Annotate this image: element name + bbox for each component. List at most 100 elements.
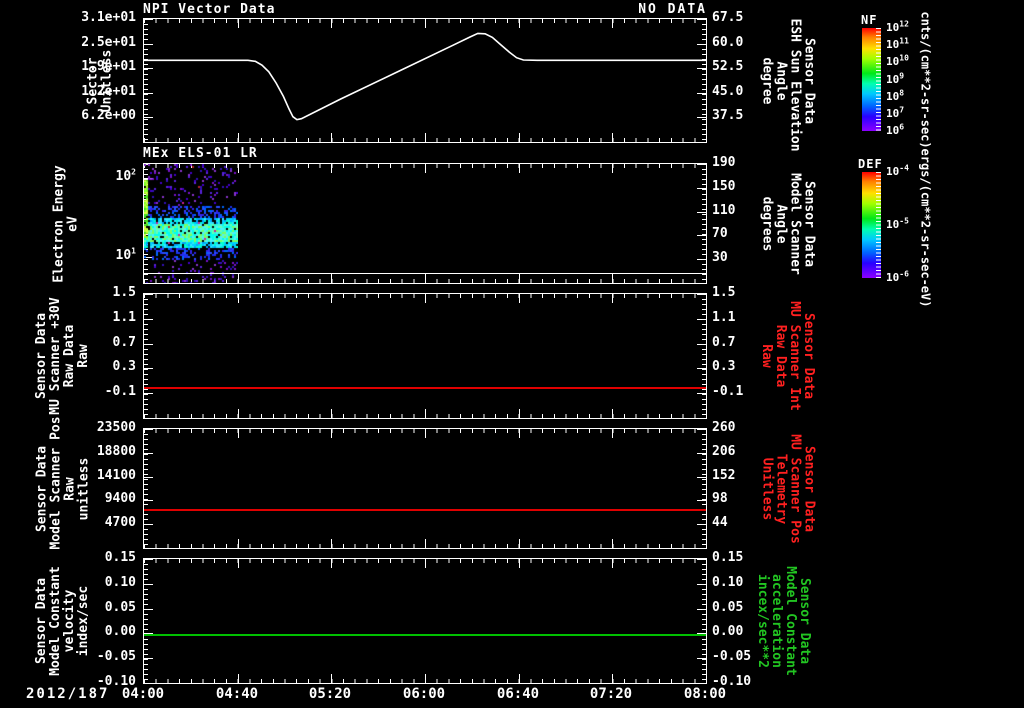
y-major-tick [697, 319, 706, 320]
axis-side-label-right: Sensor Data ESH Sun Elevation Angle degr… [759, 18, 816, 152]
x-axis-tick-label: 08:00 [683, 686, 727, 702]
tick-label-left: 4700 [104, 515, 136, 531]
tick-label-left: 2.5e+01 [81, 34, 136, 50]
x-major-tick [331, 409, 332, 418]
tick-label-left: 102 [115, 167, 136, 184]
y-major-tick [697, 344, 706, 345]
tick-label-left: 0.15 [104, 550, 136, 565]
y-major-tick [144, 368, 153, 369]
tick-label-left: 101 [115, 247, 136, 264]
x-axis-tick-label: 06:40 [496, 686, 540, 702]
x-axis-tick-label: 06:00 [402, 686, 446, 702]
tick-label-right: 0.15 [712, 550, 744, 565]
x-major-tick [238, 133, 239, 142]
tick-label-right: 44 [712, 515, 728, 531]
tick-label-right: 152 [712, 467, 736, 483]
tick-label-left: 1.2e+01 [81, 83, 136, 99]
y-major-tick [697, 259, 706, 260]
y-major-tick [144, 584, 153, 585]
x-major-tick [425, 559, 426, 568]
tick-label-right: 30 [712, 250, 728, 266]
x-major-tick [238, 559, 239, 568]
def-colorbar-title: DEF [858, 157, 883, 171]
colorbar-tick-label: 10-5 [886, 216, 909, 231]
x-major-tick [612, 539, 613, 548]
constant-line [144, 509, 706, 511]
colorbar-tick-label: 10-4 [886, 163, 909, 178]
tick-label-left: -0.1 [104, 384, 136, 400]
colorbar-tick-label: 108 [886, 88, 905, 103]
panel-4 [143, 558, 707, 684]
x-major-tick [612, 429, 613, 438]
y-major-tick [144, 683, 153, 684]
panel2-title: MEx ELS-01 LR [143, 146, 258, 161]
x-major-tick [238, 674, 239, 683]
tick-label-right: 67.5 [712, 10, 744, 25]
x-major-tick [425, 294, 426, 303]
x-major-tick [612, 674, 613, 683]
colorbar-tick-label: 109 [886, 70, 905, 86]
y-major-tick [697, 235, 706, 236]
x-major-tick [331, 294, 332, 303]
nf-colorbar-title: NF [861, 13, 878, 27]
y-major-tick [144, 477, 153, 478]
x-axis-tick-label: 07:20 [589, 686, 633, 702]
tick-label-right: 1.5 [712, 285, 736, 300]
def-colorbar-ticks [876, 172, 881, 278]
tick-label-right: 98 [712, 491, 728, 507]
y-major-tick [144, 93, 153, 94]
tick-label-left: 9400 [104, 491, 136, 507]
x-major-tick [331, 274, 332, 283]
spacecraft-potential-line [144, 273, 706, 274]
x-major-tick [612, 133, 613, 142]
axis-side-label-left: Electron Energy eV [51, 164, 80, 283]
y-minor-ticks-right [702, 559, 706, 683]
x-major-tick [612, 19, 613, 28]
tick-label-right: 37.5 [712, 108, 744, 124]
tick-label-left: 1.1 [112, 309, 136, 325]
tick-label-left: 0.05 [104, 599, 136, 615]
y-minor-ticks-right [702, 164, 706, 283]
panel1-title: NPI Vector Data [143, 2, 276, 17]
y-major-tick [697, 477, 706, 478]
y-major-tick [697, 683, 706, 684]
x-axis-tick-label: 05:20 [308, 686, 352, 702]
y-minor-ticks-right [702, 19, 706, 142]
panel-3 [143, 428, 707, 549]
axis-side-label-left: Sensor Data MU Scanner +30V Raw Data Raw [34, 297, 91, 415]
x-major-tick [612, 164, 613, 173]
x-major-tick [425, 539, 426, 548]
tick-label-left: 18800 [96, 443, 136, 459]
x-major-tick [519, 133, 520, 142]
tick-label-right: 60.0 [712, 34, 744, 50]
els-spectrogram-canvas [144, 164, 238, 283]
y-major-tick [144, 559, 153, 560]
data-line-svg [144, 32, 706, 121]
tick-label-right: 110 [712, 202, 736, 218]
x-major-tick [238, 409, 239, 418]
y-major-tick [697, 368, 706, 369]
x-major-tick [425, 429, 426, 438]
y-major-tick [697, 294, 706, 295]
axis-side-label-left: Sensor Data Model Scanner Pos Raw unitle… [34, 415, 91, 549]
x-major-tick [519, 559, 520, 568]
y-major-tick [697, 453, 706, 454]
panel-1 [143, 163, 707, 284]
y-major-tick [697, 188, 706, 189]
y-major-tick [697, 658, 706, 659]
x-major-tick [425, 274, 426, 283]
tick-label-left: 3.1e+01 [81, 10, 136, 25]
colorbar-tick-label: 107 [886, 105, 905, 120]
y-major-tick [144, 429, 153, 430]
tick-label-right: -0.10 [712, 674, 752, 689]
x-major-tick [425, 164, 426, 173]
y-minor-ticks-right [702, 294, 706, 418]
panel-2 [143, 293, 707, 419]
tick-label-right: 52.5 [712, 59, 744, 75]
x-major-tick [331, 674, 332, 683]
y-major-tick [697, 19, 706, 20]
y-major-tick [144, 319, 153, 320]
x-major-tick [519, 409, 520, 418]
constant-line [144, 387, 706, 389]
